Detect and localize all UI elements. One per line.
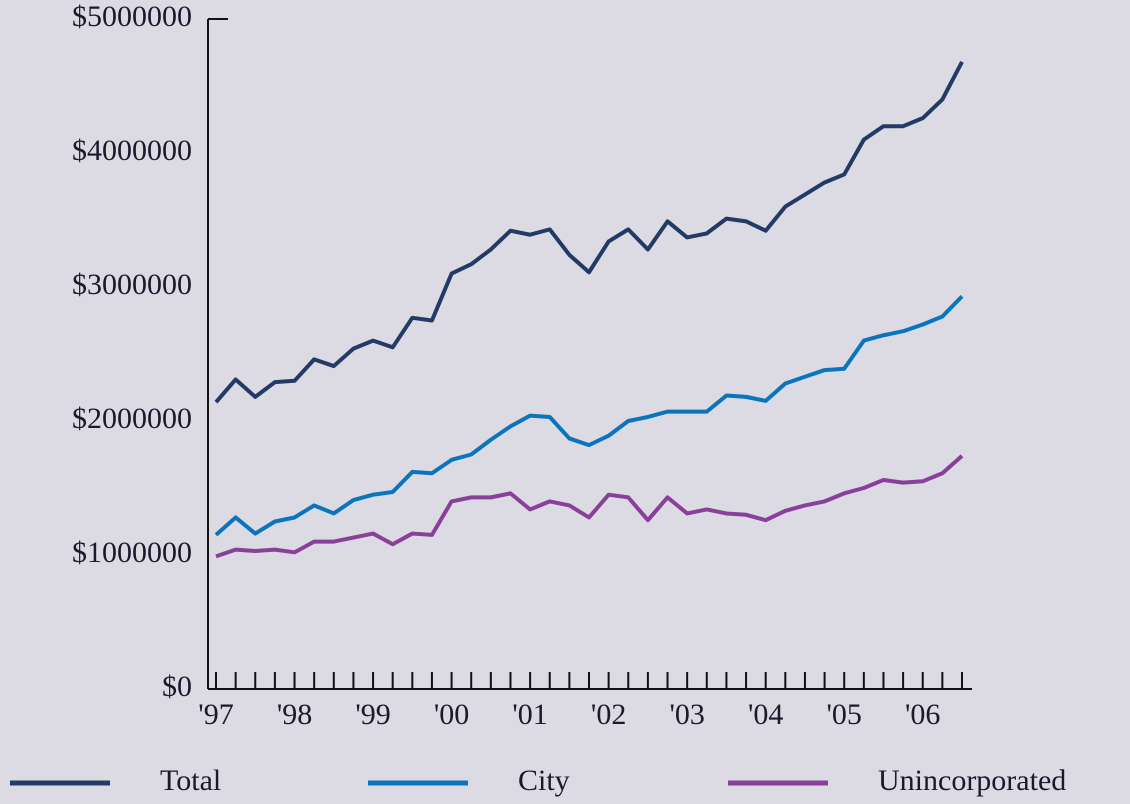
x-tick-label: '02 xyxy=(591,698,626,731)
y-tick-label: $2000000 xyxy=(72,402,192,435)
x-tick-label: '99 xyxy=(355,698,390,731)
x-tick-label: '00 xyxy=(434,698,469,731)
series-line xyxy=(214,60,964,404)
x-tick-label: '04 xyxy=(748,698,783,731)
y-tick-label: $3000000 xyxy=(72,268,192,301)
series-line xyxy=(214,294,964,537)
x-tick-label: '01 xyxy=(512,698,547,731)
series-line xyxy=(215,454,964,559)
x-tick-label: '03 xyxy=(669,698,704,731)
y-tick-label: $5000000 xyxy=(72,0,192,33)
x-tick-label: '06 xyxy=(905,698,940,731)
legend-label: City xyxy=(518,764,570,797)
y-tick-label: $4000000 xyxy=(72,134,192,167)
legend-label: Unincorporated xyxy=(878,764,1066,797)
x-tick-label: '98 xyxy=(277,698,312,731)
x-tick-label: '05 xyxy=(827,698,862,731)
legend-label: Total xyxy=(160,764,221,797)
x-tick-label: '97 xyxy=(198,698,233,731)
y-tick-label: $1000000 xyxy=(72,536,192,569)
y-tick-label: $0 xyxy=(162,670,192,703)
